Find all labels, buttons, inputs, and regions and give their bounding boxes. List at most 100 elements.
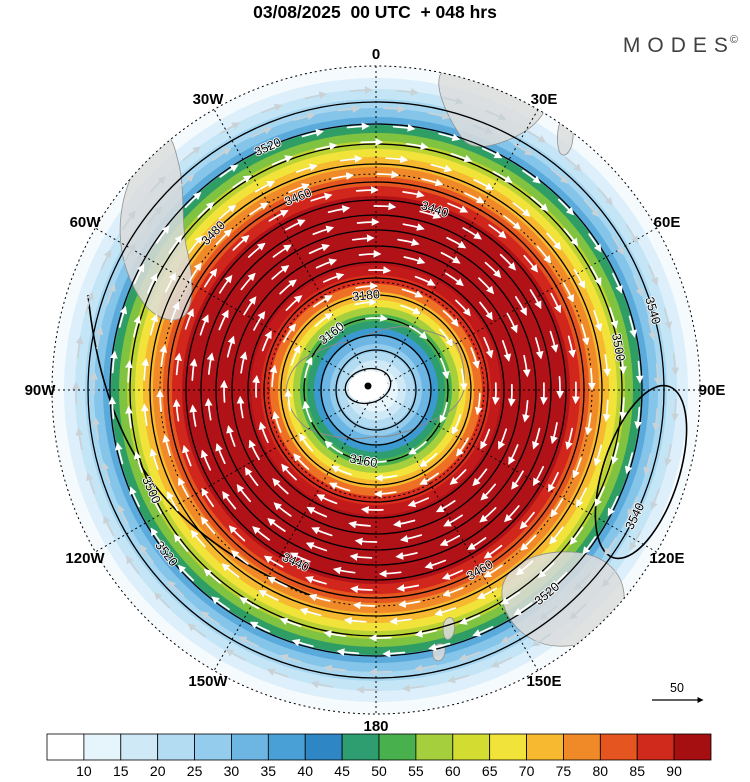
wind-arrow: [86, 472, 96, 495]
wind-arrow: [200, 516, 216, 535]
height-contour: [149, 163, 603, 617]
wind-arrow: [480, 428, 491, 450]
wind-arrow: [479, 301, 493, 321]
colorbar-tick-label: 80: [593, 763, 609, 779]
wind-arrow: [315, 142, 338, 151]
wind-arrow: [523, 254, 538, 273]
wind-arrow: [507, 383, 516, 407]
wind-arrow: [602, 399, 611, 423]
wind-arrow: [590, 265, 602, 286]
wind-arrow: [532, 465, 545, 487]
chart-title: 03/08/2025 00 UTC + 048 hrs: [253, 2, 497, 22]
wind-arrow: [445, 272, 464, 287]
wind-arrow: [492, 170, 513, 183]
wind-arrow: [414, 629, 437, 638]
wind-arrow: [603, 353, 612, 377]
wind-arrow: [226, 425, 236, 447]
colorbar-tick-label: 45: [334, 763, 350, 779]
wind-arrow: [322, 272, 345, 283]
colorbar-cell: [157, 733, 195, 761]
wind-arrow: [546, 232, 562, 251]
wind-arrow: [258, 143, 280, 154]
wind-arrow: [483, 564, 503, 578]
wind-arrow: [313, 295, 333, 308]
colorbar-tick-label: 30: [224, 763, 240, 779]
colorbar-tick-label: 60: [445, 763, 461, 779]
wind-arrow: [530, 196, 549, 212]
wind-arrow: [355, 282, 379, 290]
wind-arrow: [480, 483, 497, 501]
wind-arrow: [374, 474, 398, 482]
wind-arrow: [526, 130, 547, 143]
longitude-label-120E: 120E: [649, 550, 684, 567]
wind-arrow: [619, 351, 627, 375]
contour-label: 3160: [349, 452, 379, 471]
wind-arrow: [279, 617, 302, 628]
wind-arrow: [267, 576, 288, 588]
wind-arrow: [402, 223, 425, 231]
pole-dot: [364, 382, 372, 390]
wind-arrow: [395, 551, 418, 560]
wind-arrow: [490, 657, 512, 668]
wind-arrows: [72, 86, 680, 694]
colorbar-tick-label: 10: [76, 763, 92, 779]
wind-arrow: [355, 186, 379, 194]
wind-arrow: [419, 472, 439, 485]
wind-arrow: [438, 328, 453, 348]
wind-arrow: [197, 202, 215, 218]
wind-arrow: [337, 105, 361, 113]
wind-arrow: [652, 408, 660, 431]
wind-arrow: [414, 664, 437, 673]
wind-arrow: [201, 611, 220, 625]
colorbar-tick-label: 50: [371, 763, 387, 779]
colorbar-tick-label: 40: [297, 763, 313, 779]
wind-arrow: [293, 112, 316, 121]
wind-arrow: [129, 486, 140, 508]
wind-arrow: [550, 498, 564, 518]
wind-arrow: [114, 442, 124, 465]
wind-arrow: [162, 434, 172, 457]
wind-arrow: [261, 330, 272, 352]
colorbar-tick-label: 35: [261, 763, 277, 779]
wind-arrow: [424, 559, 447, 570]
wind-arrow: [215, 229, 232, 246]
wind-arrow: [150, 494, 162, 515]
wind-arrow: [167, 490, 179, 512]
wind-arrow: [403, 256, 426, 265]
colorbar-cell: [489, 733, 527, 761]
wind-arrow: [619, 397, 627, 420]
wind-arrow: [447, 674, 470, 684]
wind-arrow: [399, 534, 423, 543]
wind-arrow: [288, 183, 310, 193]
wind-arrow: [563, 228, 579, 247]
wind-arrow: [271, 155, 294, 166]
wind-arrow: [201, 487, 215, 508]
wind-arrow: [471, 124, 493, 134]
wind-arrow: [443, 514, 463, 527]
wind-arrow: [569, 603, 587, 620]
wind-arrow: [529, 289, 542, 310]
height-contour: [247, 261, 505, 519]
meridian-line: [95, 227, 657, 553]
wind-arrow: [272, 244, 292, 258]
wind-arrow: [304, 356, 313, 379]
wind-arrow: [520, 534, 537, 551]
wind-arrow: [177, 174, 195, 190]
wind-arrow: [588, 233, 602, 253]
wind-arrow: [365, 314, 388, 322]
wind-arrow: [536, 245, 552, 264]
wind-arrow: [125, 555, 140, 575]
wind-arrow: [476, 587, 498, 599]
wind-arrow: [346, 122, 370, 131]
wind-arrow: [164, 272, 176, 293]
wind-arrow: [501, 340, 512, 362]
wind-arrow: [382, 649, 406, 658]
wind-arrow: [557, 198, 575, 216]
wind-arrow: [226, 335, 235, 358]
wind-arrow: [455, 437, 469, 457]
wind-arrow: [611, 235, 624, 256]
colorbar-cell: [452, 733, 491, 761]
wind-arrow: [604, 536, 618, 556]
wind-arrow: [310, 680, 334, 689]
wind-arrow: [249, 202, 269, 216]
